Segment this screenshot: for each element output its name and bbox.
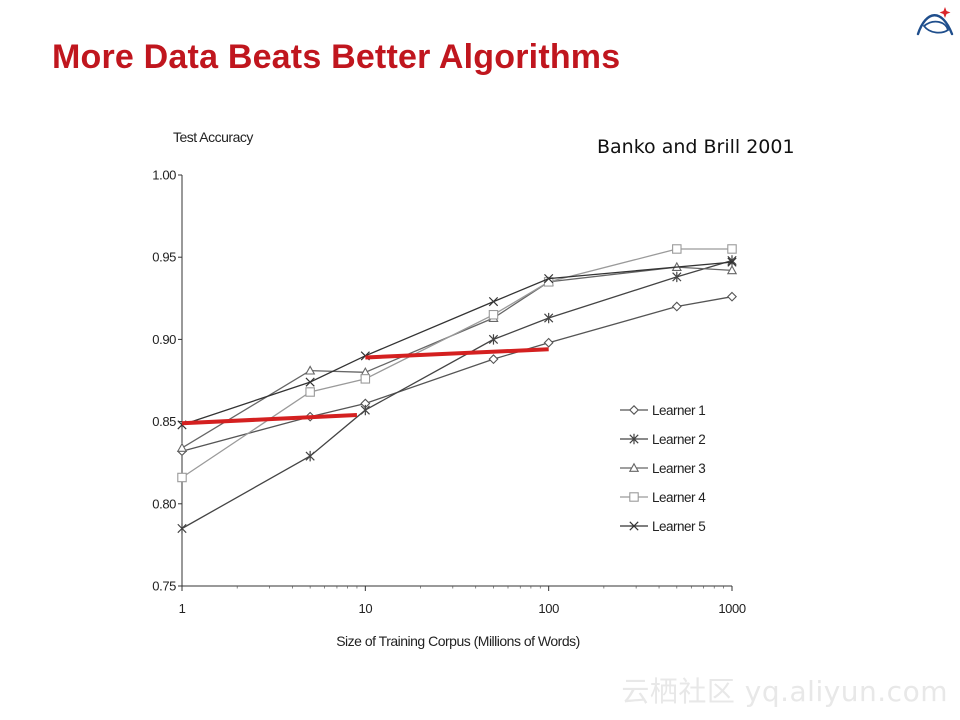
data-point [176,442,188,452]
series-line [181,259,733,530]
data-point [488,296,499,307]
data-point [177,472,187,483]
data-point [305,387,315,397]
red-annotation-line [365,347,549,360]
axes: 0.75 0.80 0.85 0.90 0.95 1.00 1 10 100 1000 [152,168,746,617]
legend-label: Learner 3 [652,461,705,476]
legend: Learner 1 Learner 2 Learner 3 Learner 4 Lear… [620,403,707,534]
red-annotation-line [181,413,358,426]
legend-item: Learner 3 [620,461,706,476]
legend-label: Learner 4 [652,490,706,505]
legend-label: Learner 1 [652,403,705,418]
y-tick-label: 0.95 [152,250,176,265]
annotation-layer [181,347,549,426]
data-point [727,244,737,254]
x-tick-label: 100 [538,601,559,616]
data-point [544,273,554,284]
legend-label: Learner 5 [652,519,705,534]
legend-marker [629,405,639,415]
data-point [543,337,554,348]
y-tick-label: 0.90 [152,332,176,347]
data-point [305,450,315,462]
y-axis-label: Test Accuracy [173,129,253,145]
series-5 [177,257,737,430]
citation-text: Banko and Brill 2001 [597,136,795,158]
data-point [177,523,187,534]
y-tick-label: 1.00 [152,168,176,183]
data-point [543,277,554,287]
data-point [360,374,371,384]
x-tick-label: 1000 [718,601,745,616]
series-line [181,296,733,452]
legend-marker [629,433,639,445]
y-tick-label: 0.80 [152,496,176,511]
y-tick-label: 0.75 [152,579,176,594]
data-point [727,257,737,267]
legend-item: Learner 4 [620,490,707,505]
series-layer [176,244,738,534]
series-2 [177,255,737,534]
swirl-logo-icon [916,7,954,36]
series-4 [177,244,737,483]
data-point [727,291,737,302]
data-point [305,365,316,375]
data-point [544,312,554,324]
legend-label: Learner 2 [652,432,705,447]
data-point [726,265,738,275]
data-point [672,271,682,283]
series-line [181,248,732,479]
data-point [360,404,370,416]
series-line [181,261,733,426]
data-point [672,244,682,254]
data-point [488,354,499,365]
y-tick-label: 0.85 [152,414,176,429]
data-point [488,334,499,345]
legend-item: Learner 5 [620,519,706,534]
data-point [488,309,499,320]
data-point [671,301,682,312]
legend-marker [628,462,640,472]
slide-title: More Data Beats Better Algorithms [52,38,621,76]
legend-item: Learner 2 [620,432,706,447]
data-point [727,255,737,266]
x-tick-label: 10 [358,601,372,616]
x-axis-label: Size of Training Corpus (Millions of Wor… [336,633,580,649]
x-tick-label: 1 [179,601,186,616]
legend-marker [629,492,639,502]
legend-marker [629,521,639,531]
series-3 [176,261,738,452]
watermark: 云栖社区 yq.aliyun.com [621,675,948,708]
legend-item: Learner 1 [620,403,706,418]
data-point [305,377,315,387]
